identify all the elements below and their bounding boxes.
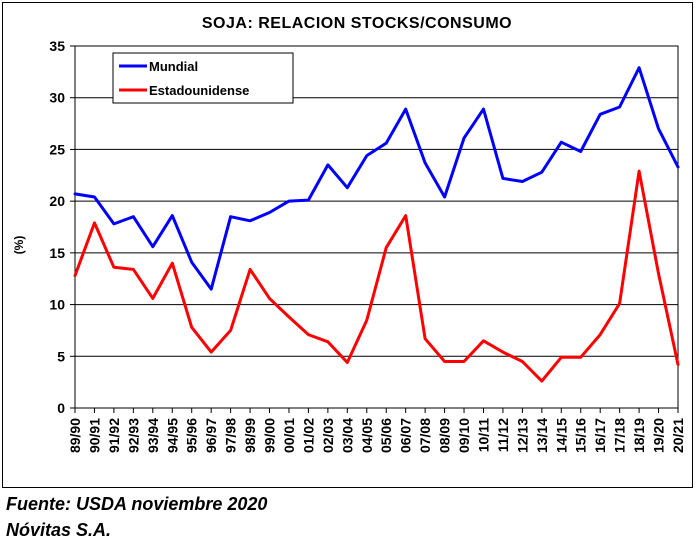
company-name: Nóvitas S.A.: [6, 520, 112, 540]
plot-area-border: [74, 45, 679, 409]
x-tick-label: 01/02: [300, 418, 316, 453]
x-tick-label: 08/09: [437, 418, 453, 453]
series-line-mundial: [73, 66, 680, 291]
x-tick-label: 09/10: [456, 418, 472, 453]
series-line-estadounidense: [73, 169, 680, 383]
x-tick-label: 11/12: [495, 418, 511, 452]
x-tick-label: 02/03: [320, 418, 336, 453]
y-tick-label: 25: [49, 141, 65, 157]
x-tick-label: 20/21: [670, 418, 686, 453]
x-tick-label: 00/01: [281, 418, 297, 453]
x-tick-label: 89/90: [67, 418, 83, 453]
series-lines: [73, 66, 680, 383]
x-axis-ticks: 89/90 90/91 91/92 92/93 93/94 94/95 95/96 96/97…: [67, 418, 686, 453]
source-note: Fuente: USDA noviembre 2020: [6, 494, 268, 514]
x-tick-label: 98/99: [242, 418, 258, 453]
x-tick-label: 13/14: [534, 418, 550, 453]
axes: [70, 45, 679, 413]
y-axis-ticks: 0 5 10 15 20 25 30 35: [49, 38, 65, 416]
x-tick-label: 99/00: [262, 418, 278, 453]
legend-box: [112, 52, 294, 104]
y-tick-label: 20: [49, 193, 65, 209]
x-tick-label: 93/94: [145, 418, 161, 453]
x-tick-label: 90/91: [86, 418, 102, 453]
x-tick-label: 95/96: [184, 418, 200, 453]
chart-title: SOJA: RELACION STOCKS/CONSUMO: [202, 15, 512, 32]
x-tick-label: 97/98: [223, 418, 239, 453]
x-tick-label: 15/16: [573, 418, 589, 453]
legend-label: Mundial: [149, 59, 198, 74]
x-tick-label: 96/97: [203, 418, 219, 453]
legend-label: Estadounidense: [149, 83, 249, 98]
x-tick-label: 10/11: [475, 418, 491, 452]
x-tick-label: 03/04: [339, 418, 355, 453]
y-axis-label: (%): [12, 236, 26, 255]
x-tick-label: 05/06: [378, 418, 394, 453]
y-tick-label: 30: [49, 90, 65, 106]
x-tick-label: 91/92: [106, 418, 122, 453]
x-tick-label: 06/07: [398, 418, 414, 453]
y-tick-label: 35: [49, 38, 65, 54]
x-tick-label: 12/13: [514, 418, 530, 453]
x-tick-label: 17/18: [612, 418, 628, 453]
line-chart: SOJA: RELACION STOCKS/CONSUMO (%) 0 5 10 15…: [12, 15, 686, 453]
y-tick-label: 0: [57, 400, 65, 416]
x-tick-label: 16/17: [592, 418, 608, 453]
x-tick-label: 18/19: [631, 418, 647, 453]
legend: Mundial Estadounidense: [112, 52, 294, 104]
y-tick-label: 5: [57, 348, 65, 364]
x-tick-label: 07/08: [417, 418, 433, 453]
chart-frame: SOJA: RELACION STOCKS/CONSUMO (%) 0 5 10 15…: [2, 2, 693, 488]
y-tick-label: 15: [49, 245, 65, 261]
x-tick-label: 14/15: [553, 418, 569, 453]
x-tick-label: 92/93: [125, 418, 141, 453]
x-tick-label: 04/05: [359, 418, 375, 453]
y-tick-label: 10: [49, 297, 65, 313]
x-tick-label: 19/20: [651, 418, 667, 453]
x-tick-label: 94/95: [164, 418, 180, 453]
